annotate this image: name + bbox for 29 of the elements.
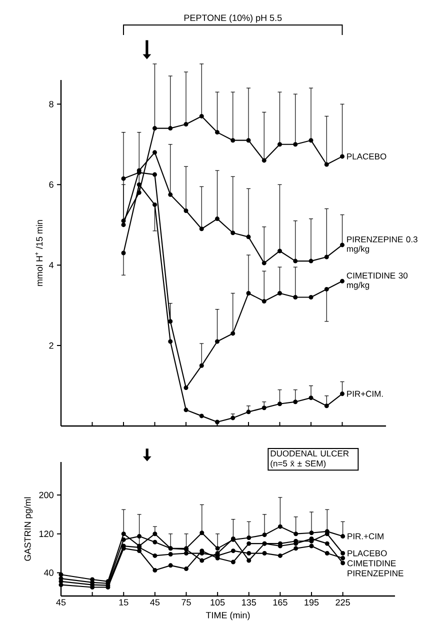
y-tick-label: 120 [39,530,54,538]
series-label: CIMETIDINE 30 mg/kg [346,272,408,290]
x-tick-label: 195 [304,599,319,606]
series-label: CIMETIDINE [347,560,396,566]
series-label: PIRENZEPINE [348,570,404,576]
series-label: PIR+CIM. [347,390,383,397]
series-label: PLACEBO [347,153,386,160]
y-tick-label: 4 [49,262,54,268]
x-tick-label: 75 [182,599,191,606]
y-axis-title: mmol H$^{+}$ /15 min [35,220,43,286]
y-tick-label: 2 [49,342,54,349]
x-tick-label: 105 [210,599,225,606]
x-tick-label: 135 [242,599,256,606]
y-axis-title: GASTRIN pg/ml [24,497,33,561]
x-tick-label: 15 [119,599,128,606]
series-label: PLACEBO [348,550,387,556]
x-tick-label: 225 [336,599,350,606]
x-tick-label: 45 [150,599,160,606]
x-axis-title: TIME (min) [206,612,250,620]
text: PEPTONE (10%) pH 5.5 [184,14,282,23]
x-tick-label: 45 [56,599,66,606]
y-tick-label: 8 [49,100,54,108]
series-label: PIR.+CIM [348,533,384,540]
series-label: PIRENZEPINE 0.3 mg/kg [347,236,418,254]
y-tick-label: 40 [44,570,54,576]
y-tick-label: 6 [49,181,54,188]
x-tick-label: 165 [273,599,288,606]
y-tick-label: 200 [39,492,54,498]
annotation: DUODENAL ULCER (n=5 x̄ ± SEM) [270,450,349,468]
